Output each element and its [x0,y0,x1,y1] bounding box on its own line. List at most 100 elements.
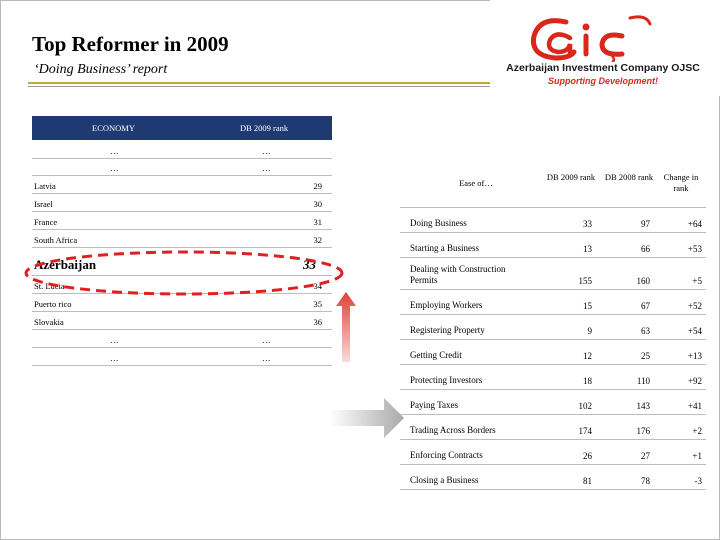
db2008-rank-cell: 66 [641,244,650,254]
aic-logo-mark-icon [530,15,652,62]
table-row: Doing Business 33 97 +64 [400,208,706,233]
db2009-rank-cell: 81 [583,476,592,486]
change-in-rank-cell: +92 [687,376,702,386]
column-header-economy: ECONOMY [92,123,135,133]
db2009-rank-cell: 13 [583,244,592,254]
indicator-cell: Doing Business [410,218,467,228]
economy-cell: Latvia [34,181,56,191]
table-header: ECONOMY DB 2009 rank [32,116,332,140]
rank-cell: … [262,163,271,173]
company-logo: Azerbaijan Investment Company OJSC Suppo… [490,0,720,96]
table-row: Latvia 29 [32,176,332,194]
db2009-rank-cell: 174 [578,426,593,436]
rank-cell: … [262,146,271,156]
table-row: Israel 30 [32,194,332,212]
change-in-rank-cell: +13 [687,351,702,361]
db2009-rank-cell: 33 [583,219,592,229]
indicator-cell: Starting a Business [410,243,479,253]
table-row: Getting Credit 12 25 +13 [400,340,706,365]
azerbaijan-highlight-ellipse [24,250,344,296]
rank-cell: 29 [313,181,323,191]
table-row: South Africa 32 [32,230,332,248]
table-row: …… [32,159,332,176]
indicator-cell: Closing a Business [410,475,479,485]
table-row: Employing Workers 15 67 +52 [400,290,706,315]
db2009-rank-cell: 18 [583,376,592,386]
db2008-rank-cell: 160 [636,276,651,286]
table-row: Protecting Investors 18 110 +92 [400,365,706,390]
db2008-rank-cell: 176 [636,426,651,436]
indicator-cell: Dealing with Construction Permits [410,264,506,285]
table-row: France 31 [32,212,332,230]
logo-company-name: Azerbaijan Investment Company OJSC [506,62,700,74]
indicator-cell: Paying Taxes [410,400,458,410]
up-arrow-icon [336,292,356,362]
table-row: Enforcing Contracts 26 27 +1 [400,440,706,465]
rank-cell: 35 [313,299,323,309]
change-in-rank-cell: +1 [692,451,702,461]
db2008-rank-cell: 97 [641,219,650,229]
indicator-cell: Enforcing Contracts [410,450,483,460]
column-header-db2009-rank: DB 2009 rank [546,172,596,182]
rank-cell: 34 [313,281,323,291]
column-header-db2009-rank: DB 2009 rank [240,123,289,133]
change-in-rank-cell: -3 [694,476,703,486]
change-in-rank-cell: +53 [687,244,702,254]
slide-title: Top Reformer in 2009 [32,32,229,56]
change-in-rank-cell: +64 [687,219,702,229]
economy-cell: Slovakia [34,317,64,327]
table-row: Closing a Business 81 78 -3 [400,465,706,490]
economy-cell: St. Lucia [34,281,65,291]
economy-cell: … [110,353,119,363]
column-header-db2008-rank: DB 2008 rank [604,172,654,182]
db2008-rank-cell: 67 [641,301,650,311]
table-row: Registering Property 9 63 +54 [400,315,706,340]
rank-cell: 36 [313,317,323,327]
change-in-rank-cell: +5 [692,276,702,286]
db2008-rank-cell: 63 [641,326,650,336]
economy-cell: Israel [34,199,53,209]
economy-cell: Puerto rico [34,299,72,309]
indicator-cell: Registering Property [410,325,485,335]
economy-cell: … [110,163,119,173]
db2009-rank-cell: 155 [578,276,593,286]
rank-cell: 31 [313,217,323,227]
economy-cell: … [110,335,119,345]
header-rule [28,82,490,84]
db2008-rank-cell: 143 [636,401,651,411]
table-row: …… [32,348,332,366]
rank-cell: … [262,335,271,345]
right-arrow-icon [330,398,404,438]
indicator-cell: Employing Workers [410,300,483,310]
db2008-rank-cell: 25 [641,351,650,361]
table-row: …… [32,142,332,159]
economy-cell: South Africa [34,235,78,245]
indicator-cell: Trading Across Borders [410,425,496,435]
db2008-rank-cell: 110 [636,376,650,386]
db2009-rank-cell: 9 [587,326,593,336]
change-in-rank-cell: +2 [692,426,702,436]
table-row: Dealing with Construction Permits 155 160 +… [400,258,706,290]
rank-cell: … [262,353,271,363]
table-header: Ease of… DB 2009 rank DB 2008 rank Chang… [400,160,706,208]
table-row: Starting a Business 13 66 +53 [400,233,706,258]
change-in-rank-cell: +41 [687,401,702,411]
db2009-rank-cell: 26 [583,451,592,461]
economy-cell: Azerbaijan [34,257,97,272]
table-row: Trading Across Borders 174 176 +2 [400,415,706,440]
slide-subtitle: ‘Doing Business’ report [34,62,168,77]
table-row: Paying Taxes 102 143 +41 [400,390,706,415]
change-in-rank-cell: +52 [687,301,702,311]
change-in-rank-cell: +54 [687,326,702,336]
rank-cell: 30 [313,199,323,209]
economy-cell: … [110,146,119,156]
db2008-rank-cell: 78 [641,476,650,486]
table-row: Puerto rico 35 [32,294,332,312]
economy-cell: France [34,217,58,227]
indicator-cell: Getting Credit [410,350,462,360]
db2009-rank-cell: 15 [583,301,592,311]
db2008-rank-cell: 27 [641,451,650,461]
indicator-cell: Protecting Investors [410,375,483,385]
header-rule-secondary [28,86,490,87]
db2009-rank-cell: 102 [578,401,593,411]
